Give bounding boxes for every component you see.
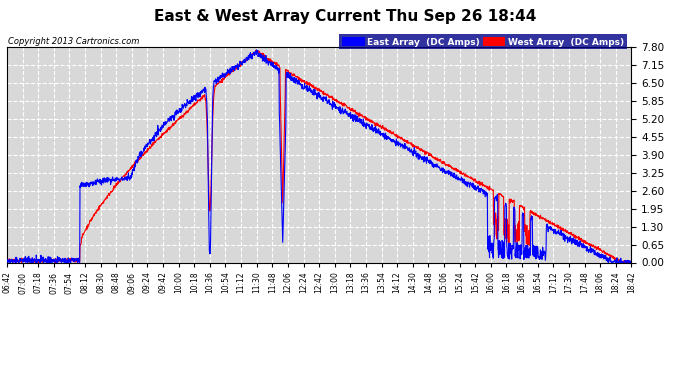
Text: Copyright 2013 Cartronics.com: Copyright 2013 Cartronics.com: [8, 37, 139, 46]
Legend: East Array  (DC Amps), West Array  (DC Amps): East Array (DC Amps), West Array (DC Amp…: [339, 34, 627, 49]
Text: East & West Array Current Thu Sep 26 18:44: East & West Array Current Thu Sep 26 18:…: [154, 9, 536, 24]
